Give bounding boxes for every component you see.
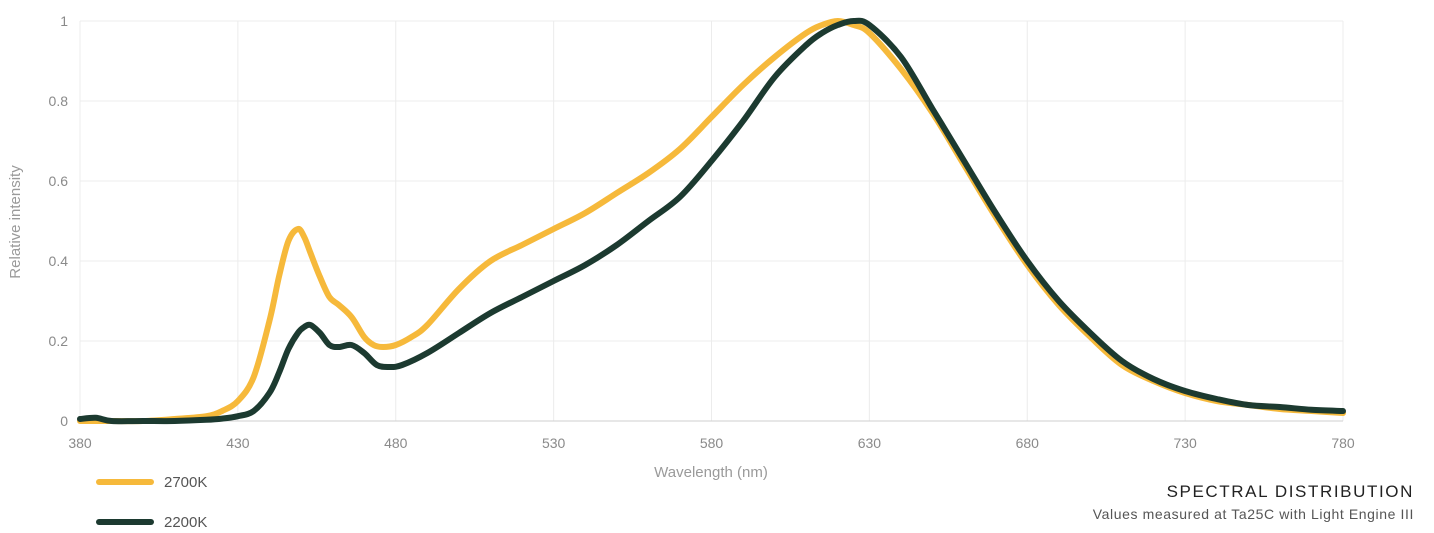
y-tick-5: 1 — [60, 13, 68, 29]
y-tick-2: 0.4 — [49, 253, 69, 269]
series-lines — [77, 17, 1346, 425]
y-axis-label: Relative intensity — [7, 165, 24, 279]
chart-subtitle: Values measured at Ta25C with Light Engi… — [1092, 506, 1414, 522]
x-tick-530: 530 — [542, 435, 566, 451]
x-tick-labels: 380 430 480 530 580 630 680 730 780 — [68, 435, 1355, 451]
y-tick-4: 0.8 — [49, 93, 69, 109]
legend: 2700K 2200K — [96, 474, 207, 531]
y-tick-labels: 0 0.2 0.4 0.6 0.8 1 — [49, 13, 69, 429]
x-axis-label: Wavelength (nm) — [654, 464, 768, 481]
x-tick-630: 630 — [858, 435, 882, 451]
x-tick-480: 480 — [384, 435, 408, 451]
y-tick-1: 0.2 — [49, 333, 69, 349]
x-tick-430: 430 — [226, 435, 250, 451]
grid-lines — [79, 20, 1344, 421]
chart-title: SPECTRAL DISTRIBUTION — [1166, 482, 1414, 501]
legend-label-2200k: 2200K — [164, 514, 207, 531]
x-tick-580: 580 — [700, 435, 724, 451]
series-line-2200k — [77, 17, 1346, 425]
x-tick-680: 680 — [1016, 435, 1040, 451]
y-tick-3: 0.6 — [49, 173, 69, 189]
x-tick-780: 780 — [1331, 435, 1355, 451]
legend-label-2700k: 2700K — [164, 474, 207, 491]
x-tick-730: 730 — [1173, 435, 1197, 451]
y-tick-0: 0 — [60, 413, 68, 429]
x-tick-380: 380 — [68, 435, 92, 451]
